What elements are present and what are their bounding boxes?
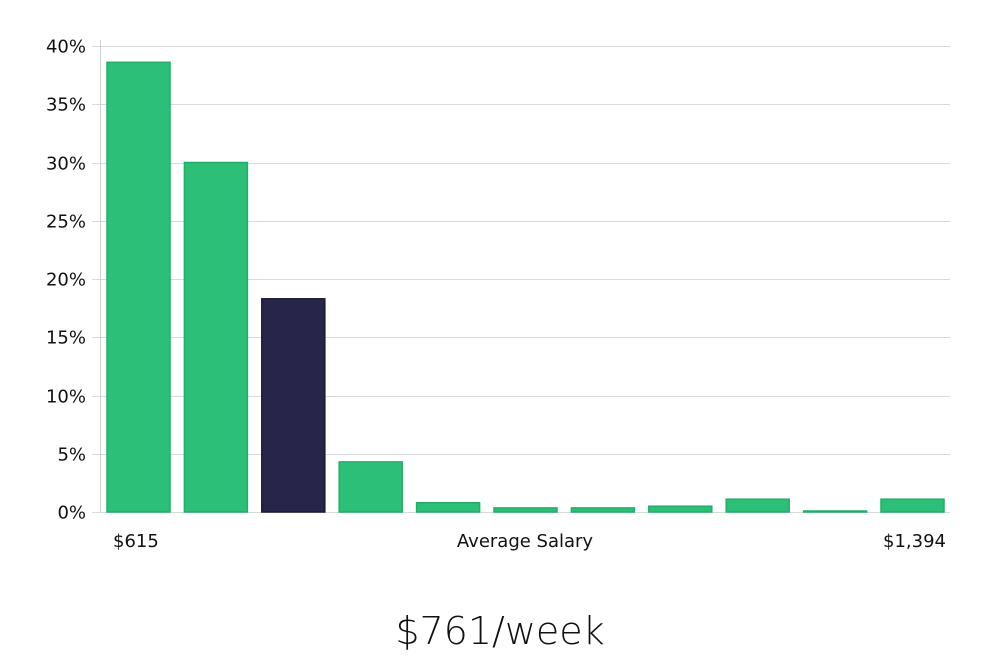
bars xyxy=(106,61,945,513)
y-tick-label: 30% xyxy=(46,154,86,175)
bar xyxy=(648,505,713,513)
average-salary-value: $761/week xyxy=(395,609,605,653)
y-tick-label: 40% xyxy=(46,37,86,58)
bar xyxy=(106,61,171,513)
salary-histogram-chart: 0% 5% 10% 15% 20% 25% 30% 35% 40% $615 Average S… xyxy=(46,37,950,552)
y-tick-label: 10% xyxy=(46,387,86,408)
bar xyxy=(725,498,790,513)
y-tick-label: 0% xyxy=(57,503,86,524)
bar xyxy=(493,507,558,513)
bar xyxy=(338,461,403,513)
chart-svg: 0% 5% 10% 15% 20% 25% 30% 35% 40% $615 Average S… xyxy=(46,37,950,552)
bar xyxy=(570,507,636,513)
x-axis-max-label: $1,394 xyxy=(883,531,946,552)
bar xyxy=(802,510,868,513)
x-axis-title: Average Salary xyxy=(457,531,594,552)
y-tick-label: 35% xyxy=(46,95,86,116)
y-tick-label: 5% xyxy=(57,445,86,466)
y-axis-tick-labels: 0% 5% 10% 15% 20% 25% 30% 35% 40% xyxy=(46,37,86,524)
y-tick-label: 15% xyxy=(46,328,86,349)
bar xyxy=(415,501,481,513)
bar-highlighted xyxy=(261,298,326,513)
x-axis-min-label: $615 xyxy=(113,531,159,552)
y-tick-label: 25% xyxy=(46,212,86,233)
y-tick-label: 20% xyxy=(46,270,86,291)
bar xyxy=(183,161,249,513)
bar xyxy=(880,498,945,513)
